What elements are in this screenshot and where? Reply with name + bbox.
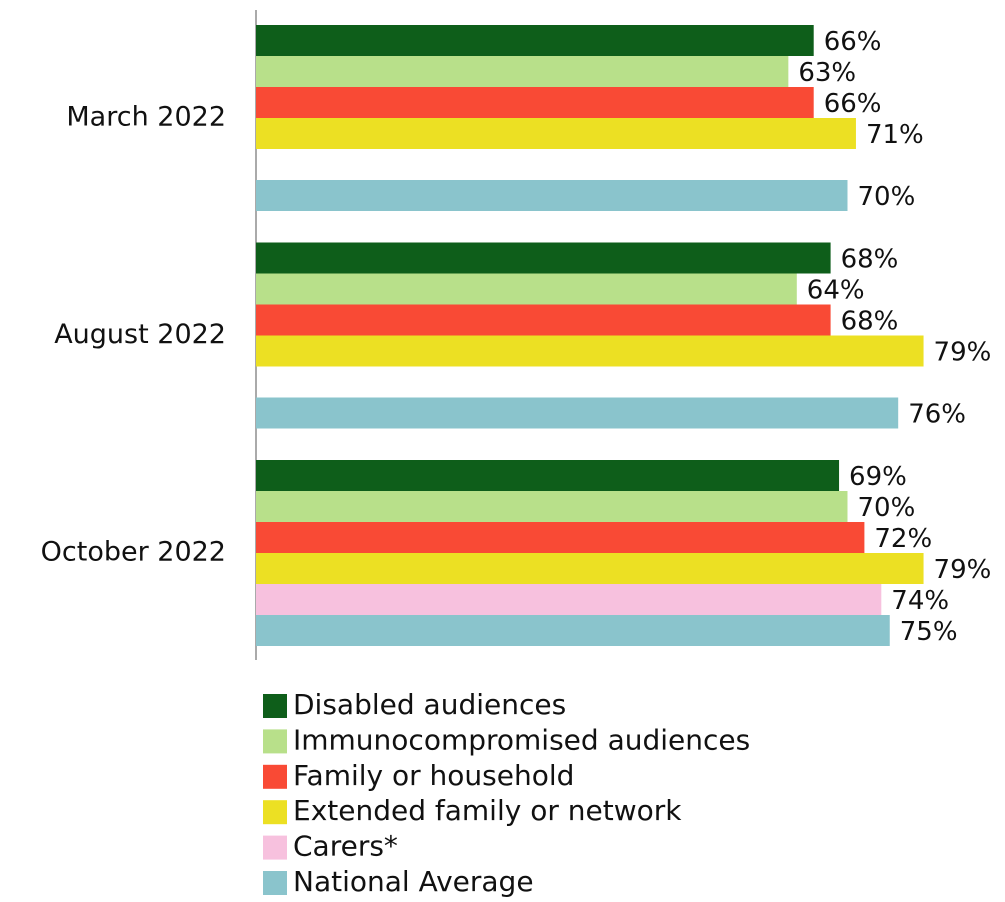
bar xyxy=(256,118,856,149)
category-label: August 2022 xyxy=(54,319,226,350)
value-label: 63% xyxy=(798,58,856,88)
bar xyxy=(256,615,890,646)
bar xyxy=(256,553,924,584)
value-label: 79% xyxy=(934,555,992,585)
bar xyxy=(256,273,797,305)
bar xyxy=(256,242,831,274)
bar xyxy=(256,87,814,118)
legend-label: Family or household xyxy=(293,759,574,792)
legend-swatch xyxy=(263,800,287,825)
value-label: 75% xyxy=(900,617,958,647)
value-label: 72% xyxy=(874,524,932,554)
legend-label: Extended family or network xyxy=(293,794,682,827)
bar xyxy=(256,460,840,491)
value-label: 76% xyxy=(908,400,966,430)
value-label: 74% xyxy=(891,586,949,616)
value-label: 68% xyxy=(841,307,899,337)
category-label: October 2022 xyxy=(41,537,226,568)
bar xyxy=(256,491,848,522)
bar xyxy=(256,397,899,429)
legend-swatch xyxy=(263,835,287,860)
bar xyxy=(256,180,848,211)
bar xyxy=(256,56,789,87)
value-label: 71% xyxy=(866,120,924,150)
value-label: 68% xyxy=(841,245,899,275)
value-label: 69% xyxy=(849,462,907,492)
value-label: 64% xyxy=(807,276,865,306)
legend-swatch xyxy=(263,764,287,789)
bar xyxy=(256,522,865,553)
legend-swatch xyxy=(263,729,287,754)
value-label: 70% xyxy=(858,182,916,212)
bar xyxy=(256,304,831,336)
bar xyxy=(256,335,924,367)
bar xyxy=(256,584,882,615)
value-label: 70% xyxy=(858,493,916,523)
legend-swatch xyxy=(263,871,287,895)
legend-label: Carers* xyxy=(293,830,398,863)
legend-label: National Average xyxy=(293,865,534,898)
value-label: 79% xyxy=(934,338,992,368)
bar xyxy=(256,25,814,56)
value-label: 66% xyxy=(824,27,882,57)
category-label: March 2022 xyxy=(66,102,226,133)
legend-label: Immunocompromised audiences xyxy=(293,723,750,756)
value-label: 66% xyxy=(824,89,882,119)
legend-label: Disabled audiences xyxy=(293,688,566,721)
legend-swatch xyxy=(263,694,287,718)
